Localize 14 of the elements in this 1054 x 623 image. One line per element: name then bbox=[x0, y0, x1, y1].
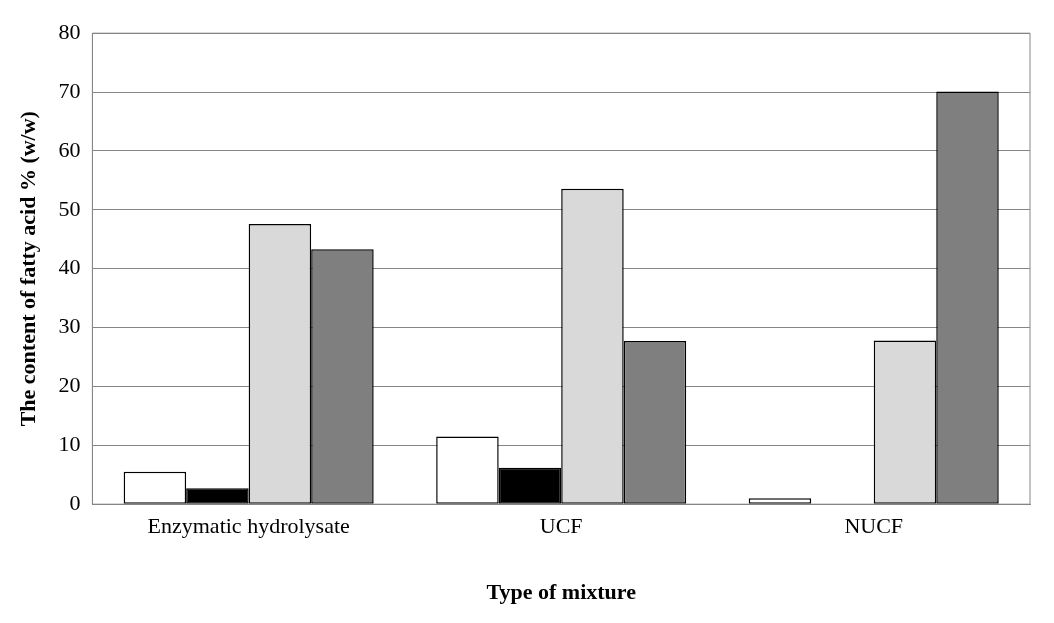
y-tick-label: 10 bbox=[58, 431, 81, 457]
x-tick-label: Enzymatic hydrolysate bbox=[147, 513, 350, 539]
x-tick-label: NUCF bbox=[844, 513, 904, 539]
x-tick-label: UCF bbox=[539, 513, 583, 539]
y-tick-label: 40 bbox=[58, 254, 81, 280]
y-tick-label: 60 bbox=[58, 136, 81, 162]
x-axis-title: Type of mixture bbox=[486, 579, 637, 605]
y-tick-label: 30 bbox=[58, 313, 81, 339]
y-tick-label: 50 bbox=[58, 195, 81, 221]
y-tick-label: 0 bbox=[69, 489, 81, 515]
y-axis-title: The content of fatty acid % (w/w) bbox=[14, 111, 40, 427]
y-tick-label: 70 bbox=[58, 77, 81, 103]
y-tick-label: 80 bbox=[58, 18, 81, 44]
y-tick-label: 20 bbox=[58, 372, 81, 398]
